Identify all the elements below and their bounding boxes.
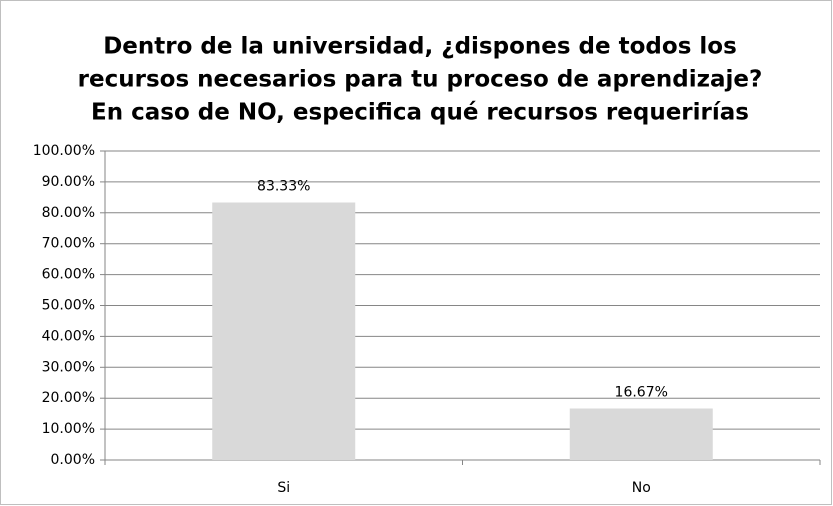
y-tick-label: 50.00% — [42, 298, 95, 314]
bar — [569, 408, 713, 460]
y-tick-label: 60.00% — [42, 267, 95, 283]
x-tick-label: Si — [277, 480, 290, 496]
bar — [212, 202, 356, 460]
chart-title: En caso de NO, especifica qué recursos r… — [91, 100, 749, 126]
chart-title: Dentro de la universidad, ¿dispones de t… — [103, 34, 737, 60]
y-tick-label: 70.00% — [42, 236, 95, 252]
y-tick-label: 80.00% — [42, 205, 95, 221]
data-label: 83.33% — [257, 179, 310, 195]
y-tick-label: 40.00% — [42, 328, 95, 344]
y-tick-label: 20.00% — [42, 390, 95, 406]
y-tick-label: 30.00% — [42, 359, 95, 375]
y-tick-label: 90.00% — [42, 174, 95, 190]
data-label: 16.67% — [615, 384, 668, 400]
y-tick-label: 0.00% — [51, 452, 95, 468]
y-tick-label: 10.00% — [42, 421, 95, 437]
x-tick-label: No — [632, 480, 651, 496]
chart-title: recursos necesarios para tu proceso de a… — [78, 67, 763, 93]
y-tick-label: 100.00% — [33, 143, 95, 159]
